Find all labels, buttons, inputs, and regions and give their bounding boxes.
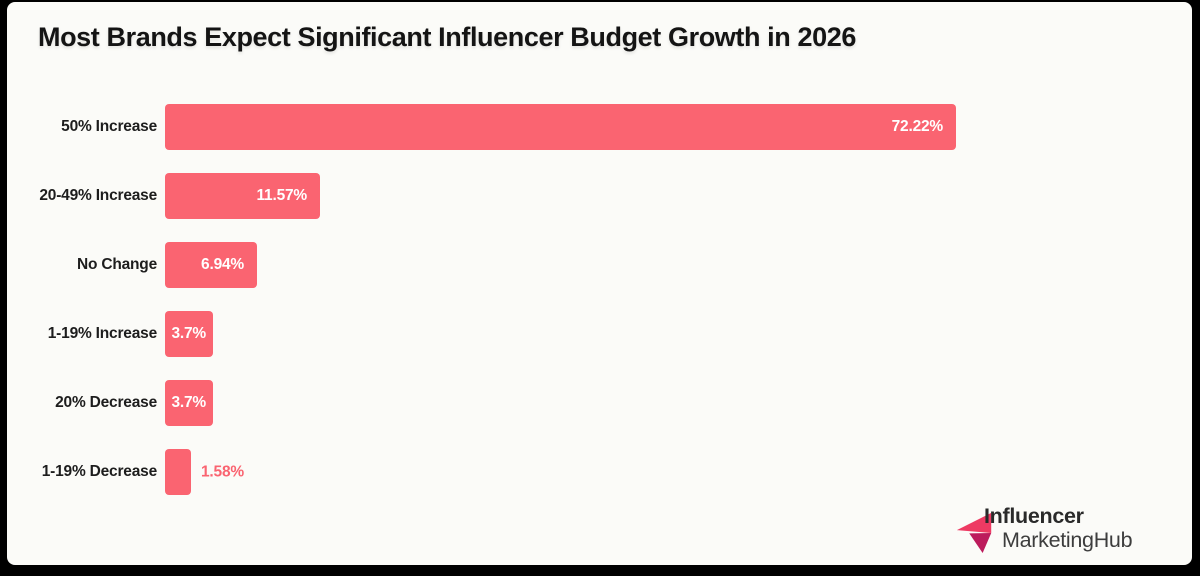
value-label: 72.22% — [891, 118, 944, 135]
bar: 6.94% — [165, 242, 257, 288]
category-label: 20-49% Increase — [39, 187, 157, 204]
chart-card: Most Brands Expect Significant Influence… — [7, 2, 1192, 565]
category-label: 20% Decrease — [55, 394, 157, 411]
bar: 3.7% — [165, 311, 213, 357]
bar-chart: 50% Increase 72.22% 20-49% Increase 11.5… — [7, 104, 1192, 518]
bar-row: 20% Decrease 3.7% — [7, 380, 1192, 426]
category-label: 1-19% Increase — [47, 325, 157, 342]
value-label: 1.58% — [201, 463, 244, 481]
bar-row: 50% Increase 72.22% — [7, 104, 1192, 150]
bar-track: 6.94% — [165, 242, 1192, 288]
bar-track: 11.57% — [165, 173, 1192, 219]
brand-name-line1: Influencer — [984, 504, 1084, 528]
bar-track: 72.22% — [165, 104, 1192, 150]
bar: 1.58% — [165, 449, 244, 495]
value-label: 3.7% — [171, 325, 206, 342]
chart-title: Most Brands Expect Significant Influence… — [38, 22, 856, 52]
value-label: 11.57% — [256, 187, 307, 204]
brand-name-line2: MarketingHub — [1002, 528, 1133, 552]
category-label: No Change — [76, 256, 157, 273]
category-label: 50% Increase — [61, 118, 157, 135]
bar-row: 1-19% Increase 3.7% — [7, 311, 1192, 357]
bar-row: 20-49% Increase 11.57% — [7, 173, 1192, 219]
value-label: 3.7% — [171, 394, 206, 411]
bar-row: No Change 6.94% — [7, 242, 1192, 288]
bar-row: 1-19% Decrease 1.58% — [7, 449, 1192, 495]
bar: 3.7% — [165, 380, 213, 426]
bar-track: 3.7% — [165, 311, 1192, 357]
bar-track: 1.58% — [165, 449, 1192, 495]
value-label: 6.94% — [201, 256, 244, 273]
bar: 72.22% — [165, 104, 956, 150]
bar-track: 3.7% — [165, 380, 1192, 426]
arrow-light-facet — [956, 512, 992, 533]
arrow-dark-facet — [969, 532, 992, 553]
bar: 11.57% — [165, 173, 320, 219]
brand-logo: Influencer MarketingHub — [956, 503, 1156, 555]
influencer-marketinghub-arrow-icon — [956, 512, 992, 553]
category-label: 1-19% Decrease — [41, 463, 157, 480]
